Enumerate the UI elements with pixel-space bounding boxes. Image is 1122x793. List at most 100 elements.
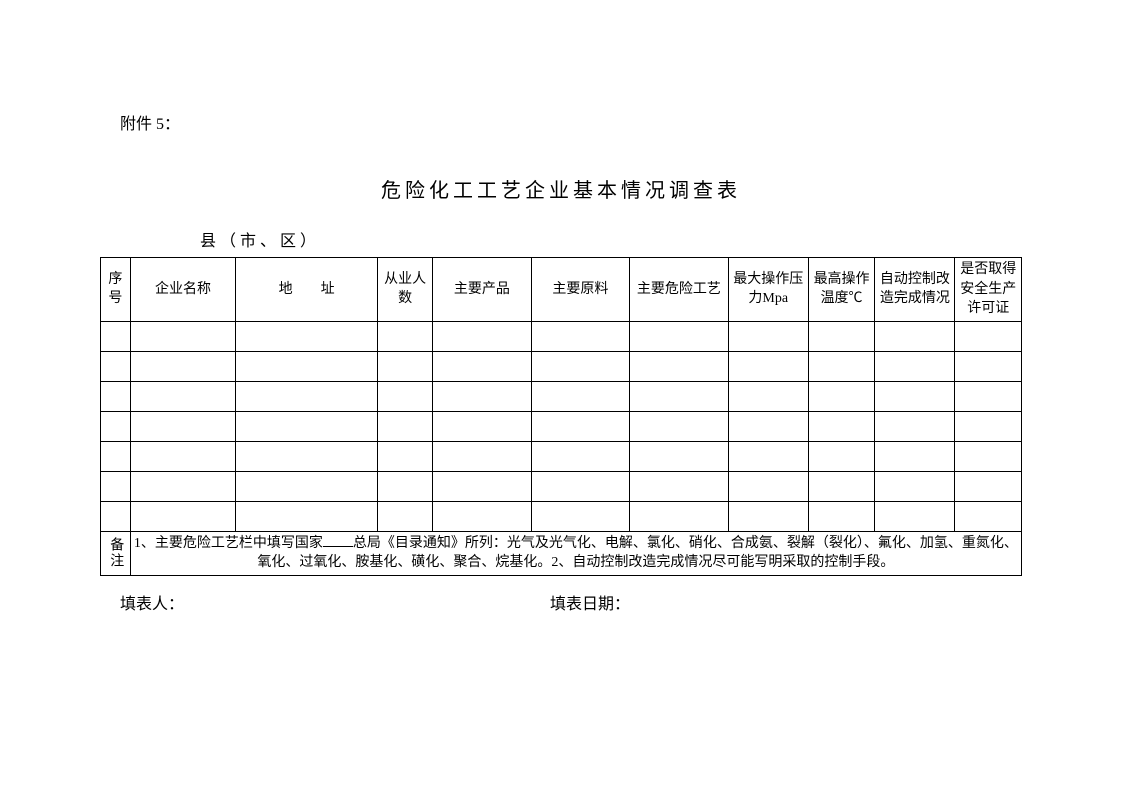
survey-table: 序号 企业名称 地 址 从业人数 主要产品 主要原料 主要危险工艺 最大操作压力… <box>100 257 1022 576</box>
notes-content: 1、主要危险工艺栏中填写国家总局《目录通知》所列：光气及光气化、电解、氯化、硝化… <box>130 531 1021 575</box>
table-cell <box>378 321 433 351</box>
table-cell <box>130 471 235 501</box>
col-header-name: 企业名称 <box>130 258 235 322</box>
page-title: 危险化工工艺企业基本情况调查表 <box>100 174 1022 203</box>
notes-row: 备注 1、主要危险工艺栏中填写国家总局《目录通知》所列：光气及光气化、电解、氯化… <box>101 531 1022 575</box>
col-header-license: 是否取得安全生产许可证 <box>955 258 1022 322</box>
col-header-seq: 序号 <box>101 258 131 322</box>
table-cell <box>130 411 235 441</box>
table-cell <box>130 321 235 351</box>
table-cell <box>955 321 1022 351</box>
col-header-employees: 从业人数 <box>378 258 433 322</box>
table-cell <box>236 501 378 531</box>
col-header-materials: 主要原料 <box>531 258 630 322</box>
table-row <box>101 351 1022 381</box>
table-cell <box>955 501 1022 531</box>
table-cell <box>101 501 131 531</box>
notes-prefix: 1、主要危险工艺栏中填写国家 <box>134 536 323 551</box>
table-cell <box>875 501 955 531</box>
table-cell <box>728 501 808 531</box>
table-cell <box>875 351 955 381</box>
attachment-label: 附件 5： <box>120 110 1022 134</box>
table-cell <box>236 411 378 441</box>
table-cell <box>236 441 378 471</box>
table-cell <box>101 441 131 471</box>
table-cell <box>531 411 630 441</box>
table-cell <box>630 411 729 441</box>
table-cell <box>433 381 532 411</box>
table-cell <box>728 381 808 411</box>
table-cell <box>808 351 874 381</box>
col-header-pressure: 最大操作压力Mpa <box>728 258 808 322</box>
table-cell <box>531 351 630 381</box>
table-cell <box>630 471 729 501</box>
table-cell <box>378 411 433 441</box>
table-cell <box>875 471 955 501</box>
table-cell <box>236 471 378 501</box>
table-cell <box>378 441 433 471</box>
table-cell <box>955 471 1022 501</box>
footer-row: 填表人： 填表日期： <box>100 590 1022 614</box>
table-cell <box>531 471 630 501</box>
table-cell <box>236 381 378 411</box>
table-cell <box>433 351 532 381</box>
table-cell <box>433 411 532 441</box>
table-cell <box>630 321 729 351</box>
table-cell <box>130 441 235 471</box>
table-cell <box>728 411 808 441</box>
table-cell <box>808 411 874 441</box>
table-cell <box>531 321 630 351</box>
table-cell <box>130 501 235 531</box>
table-cell <box>101 471 131 501</box>
table-cell <box>808 471 874 501</box>
table-cell <box>955 381 1022 411</box>
table-cell <box>130 351 235 381</box>
table-cell <box>101 351 131 381</box>
table-cell <box>433 441 532 471</box>
footer-date-label: 填表日期： <box>550 590 630 614</box>
table-cell <box>728 321 808 351</box>
table-cell <box>955 441 1022 471</box>
table-cell <box>875 381 955 411</box>
table-row <box>101 411 1022 441</box>
table-cell <box>378 501 433 531</box>
table-cell <box>630 381 729 411</box>
col-header-address: 地 址 <box>236 258 378 322</box>
footer-filler-label: 填表人： <box>120 590 550 614</box>
table-cell <box>236 351 378 381</box>
notes-label: 备注 <box>101 531 131 575</box>
table-cell <box>433 471 532 501</box>
col-header-products: 主要产品 <box>433 258 532 322</box>
table-row <box>101 501 1022 531</box>
table-cell <box>808 441 874 471</box>
table-cell <box>955 411 1022 441</box>
notes-blank <box>323 546 353 547</box>
table-row <box>101 381 1022 411</box>
table-cell <box>531 501 630 531</box>
table-cell <box>101 321 131 351</box>
table-cell <box>728 441 808 471</box>
table-cell <box>531 441 630 471</box>
table-cell <box>630 351 729 381</box>
table-cell <box>728 351 808 381</box>
table-cell <box>808 501 874 531</box>
table-cell <box>433 501 532 531</box>
table-cell <box>236 321 378 351</box>
col-header-autocontrol: 自动控制改造完成情况 <box>875 258 955 322</box>
table-cell <box>630 441 729 471</box>
table-row <box>101 471 1022 501</box>
notes-suffix: 总局《目录通知》所列：光气及光气化、电解、氯化、硝化、合成氨、裂解（裂化）、氟化… <box>257 536 1018 571</box>
table-cell <box>130 381 235 411</box>
table-cell <box>531 381 630 411</box>
table-row <box>101 441 1022 471</box>
table-cell <box>378 471 433 501</box>
table-cell <box>728 471 808 501</box>
table-cell <box>378 381 433 411</box>
table-cell <box>955 351 1022 381</box>
region-label: 县（市、区） <box>200 227 1022 251</box>
table-cell <box>101 381 131 411</box>
table-cell <box>875 321 955 351</box>
table-cell <box>378 351 433 381</box>
table-cell <box>808 381 874 411</box>
table-cell <box>433 321 532 351</box>
